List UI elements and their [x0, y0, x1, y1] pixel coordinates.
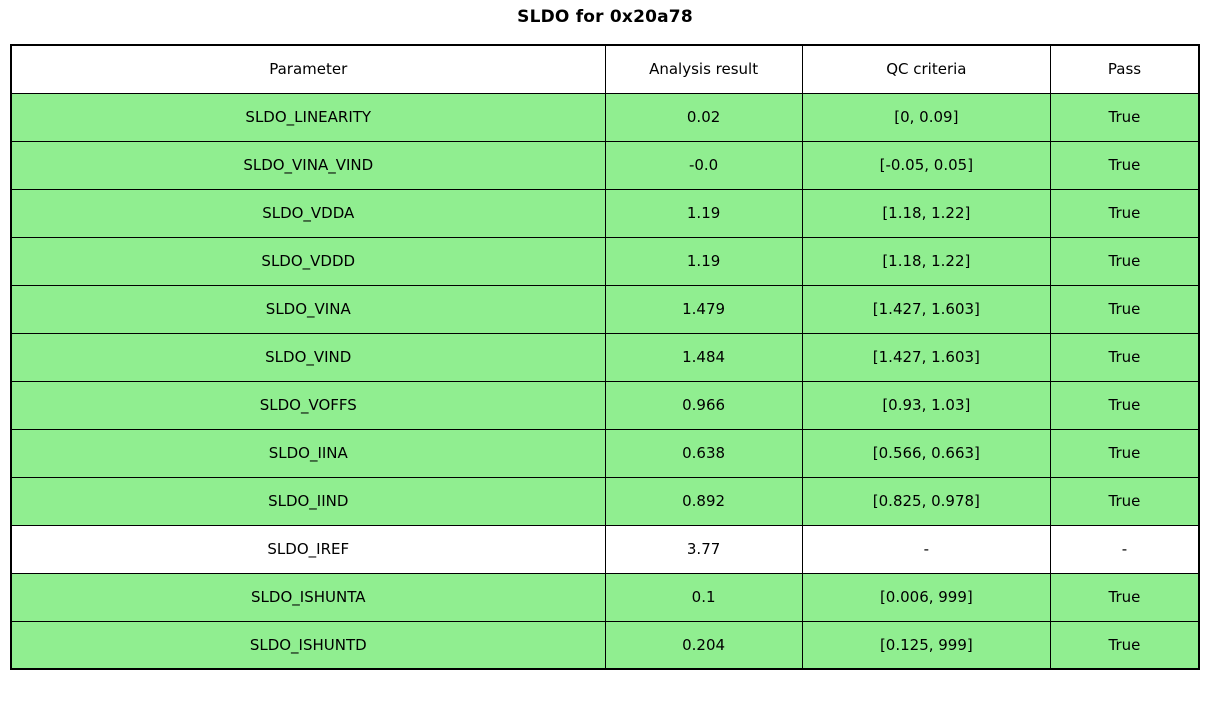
table-row: SLDO_ISHUNTD 0.204 [0.125, 999] True [10, 620, 1200, 670]
table-row: SLDO_LINEARITY 0.02 [0, 0.09] True [10, 92, 1200, 142]
table-row: SLDO_IINA 0.638 [0.566, 0.663] True [10, 428, 1200, 478]
analysis-result-cell: 1.19 [604, 236, 803, 286]
analysis-result-cell: 0.638 [604, 428, 803, 478]
table-row: SLDO_VINA 1.479 [1.427, 1.603] True [10, 284, 1200, 334]
pass-cell: True [1049, 476, 1200, 526]
table-row: SLDO_ISHUNTA 0.1 [0.006, 999] True [10, 572, 1200, 622]
pass-cell: True [1049, 380, 1200, 430]
analysis-result-cell: 1.19 [604, 188, 803, 238]
parameter-cell: SLDO_IINA [10, 428, 606, 478]
qc-results-table: Parameter Analysis result QC criteria Pa… [10, 44, 1200, 670]
pass-cell: - [1049, 524, 1200, 574]
parameter-cell: SLDO_VDDA [10, 188, 606, 238]
parameter-cell: SLDO_LINEARITY [10, 92, 606, 142]
qc-criteria-cell: [1.427, 1.603] [801, 332, 1051, 382]
column-header-pass: Pass [1049, 44, 1200, 94]
analysis-result-cell: 1.484 [604, 332, 803, 382]
parameter-cell: SLDO_VINA_VIND [10, 140, 606, 190]
analysis-result-cell: 0.02 [604, 92, 803, 142]
qc-criteria-cell: [1.427, 1.603] [801, 284, 1051, 334]
table-row: SLDO_VINA_VIND -0.0 [-0.05, 0.05] True [10, 140, 1200, 190]
table-row: SLDO_IIND 0.892 [0.825, 0.978] True [10, 476, 1200, 526]
parameter-cell: SLDO_VIND [10, 332, 606, 382]
analysis-result-cell: -0.0 [604, 140, 803, 190]
parameter-cell: SLDO_ISHUNTD [10, 620, 606, 670]
qc-criteria-cell: [0.566, 0.663] [801, 428, 1051, 478]
qc-criteria-cell: [-0.05, 0.05] [801, 140, 1051, 190]
qc-criteria-cell: [0.825, 0.978] [801, 476, 1051, 526]
parameter-cell: SLDO_VOFFS [10, 380, 606, 430]
qc-criteria-cell: - [801, 524, 1051, 574]
parameter-cell: SLDO_ISHUNTA [10, 572, 606, 622]
pass-cell: True [1049, 428, 1200, 478]
table-row: SLDO_VDDA 1.19 [1.18, 1.22] True [10, 188, 1200, 238]
analysis-result-cell: 1.479 [604, 284, 803, 334]
analysis-result-cell: 0.204 [604, 620, 803, 670]
parameter-cell: SLDO_IIND [10, 476, 606, 526]
pass-cell: True [1049, 284, 1200, 334]
page-title: SLDO for 0x20a78 [517, 7, 693, 27]
table-row: SLDO_VDDD 1.19 [1.18, 1.22] True [10, 236, 1200, 286]
analysis-result-cell: 0.1 [604, 572, 803, 622]
parameter-cell: SLDO_IREF [10, 524, 606, 574]
parameter-cell: SLDO_VINA [10, 284, 606, 334]
pass-cell: True [1049, 236, 1200, 286]
qc-criteria-cell: [0.006, 999] [801, 572, 1051, 622]
qc-criteria-cell: [0.125, 999] [801, 620, 1051, 670]
qc-criteria-cell: [1.18, 1.22] [801, 236, 1051, 286]
column-header-analysis-result: Analysis result [604, 44, 803, 94]
qc-criteria-cell: [0.93, 1.03] [801, 380, 1051, 430]
table-row: SLDO_IREF 3.77 - - [10, 524, 1200, 574]
pass-cell: True [1049, 332, 1200, 382]
table-header-row: Parameter Analysis result QC criteria Pa… [10, 44, 1200, 94]
pass-cell: True [1049, 572, 1200, 622]
pass-cell: True [1049, 92, 1200, 142]
pass-cell: True [1049, 188, 1200, 238]
column-header-qc-criteria: QC criteria [801, 44, 1051, 94]
pass-cell: True [1049, 140, 1200, 190]
column-header-parameter: Parameter [10, 44, 606, 94]
qc-criteria-cell: [0, 0.09] [801, 92, 1051, 142]
analysis-result-cell: 0.966 [604, 380, 803, 430]
table-row: SLDO_VIND 1.484 [1.427, 1.603] True [10, 332, 1200, 382]
analysis-result-cell: 3.77 [604, 524, 803, 574]
analysis-result-cell: 0.892 [604, 476, 803, 526]
qc-criteria-cell: [1.18, 1.22] [801, 188, 1051, 238]
pass-cell: True [1049, 620, 1200, 670]
table-row: SLDO_VOFFS 0.966 [0.93, 1.03] True [10, 380, 1200, 430]
parameter-cell: SLDO_VDDD [10, 236, 606, 286]
